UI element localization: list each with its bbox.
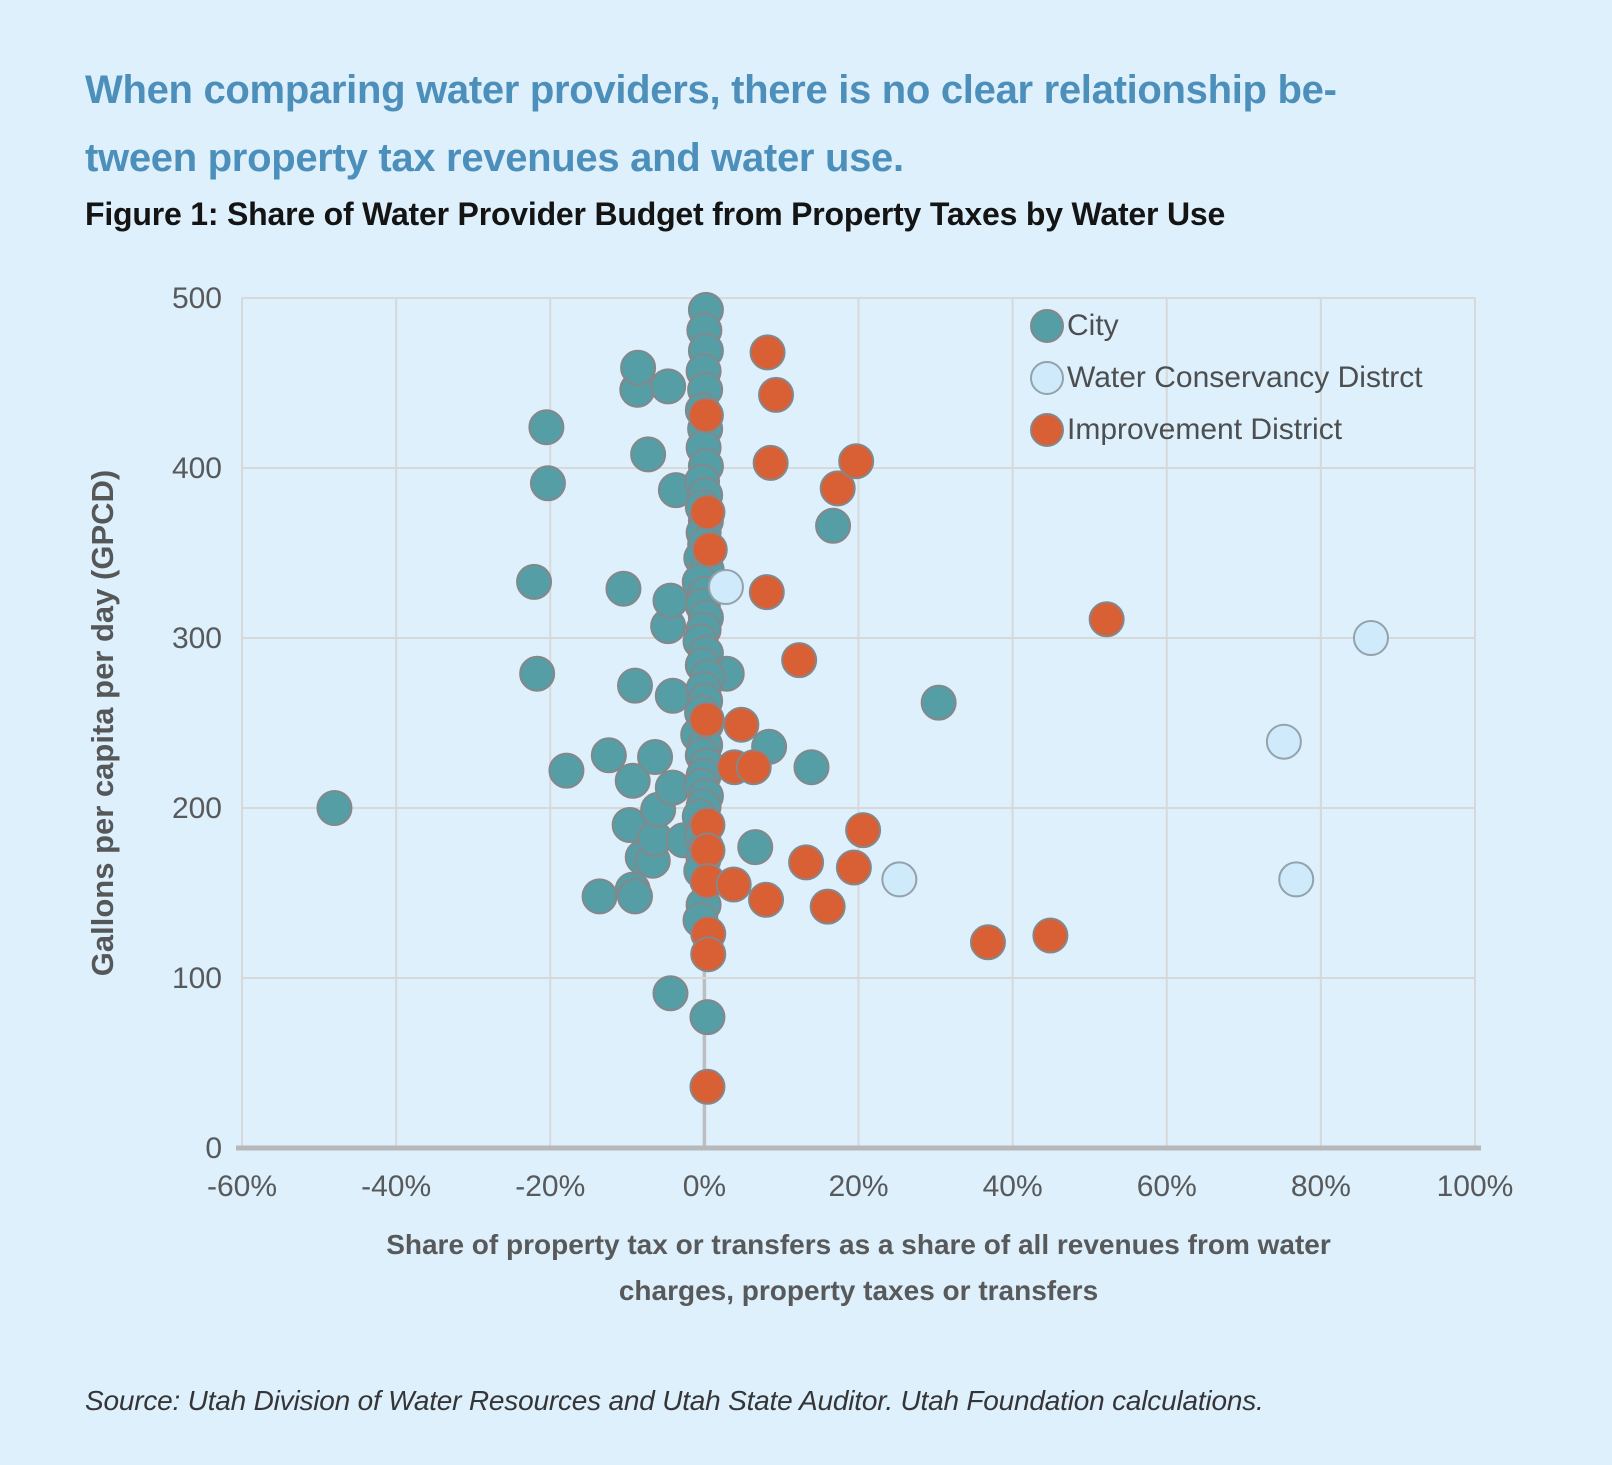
data-point-city: [529, 465, 566, 502]
data-point-improvement-district: [723, 706, 760, 743]
source-note: Source: Utah Division of Water Resources…: [85, 1385, 1264, 1416]
data-point-improvement-district: [788, 844, 825, 881]
x-axis-title: Share of property tax or transfers as a …: [242, 1222, 1475, 1314]
x-axis-title-line2: charges, property taxes or transfers: [618, 1275, 1099, 1306]
data-point-city: [689, 999, 726, 1036]
data-point-improvement-district: [819, 470, 856, 507]
data-point-improvement-district: [748, 574, 785, 611]
water-conservancy-swatch-icon: [1030, 361, 1064, 395]
data-point-city: [528, 409, 565, 446]
data-point-improvement-district: [781, 642, 818, 679]
data-point-city: [920, 684, 957, 721]
data-point-city: [617, 667, 654, 704]
data-point-improvement-district: [1032, 917, 1069, 954]
data-point-city: [605, 570, 642, 607]
x-tick-label: -60%: [207, 1170, 277, 1203]
legend-label-water-conservancy: Water Conservancy Distrct: [1067, 361, 1423, 394]
data-point-city: [548, 752, 585, 789]
y-tick-label: 200: [172, 792, 222, 825]
data-point-city: [620, 349, 657, 386]
data-point-improvement-district: [969, 924, 1006, 961]
data-point-city: [650, 368, 687, 405]
data-point-improvement-district: [689, 832, 726, 869]
data-point-improvement-district: [749, 334, 786, 371]
data-point-city: [652, 582, 689, 619]
y-tick-label: 500: [172, 282, 222, 315]
x-tick-label: 80%: [1291, 1170, 1351, 1203]
data-point-water-conservancy-district: [1352, 620, 1389, 656]
data-point-city: [519, 655, 556, 692]
legend-item-improvement-district: Improvement District: [1030, 404, 1423, 456]
data-point-water-conservancy-district: [1278, 861, 1315, 898]
page-title-line2: tween property tax revenues and water us…: [85, 136, 904, 180]
chart-legend: City Water Conservancy Distrct Improveme…: [1030, 300, 1423, 456]
legend-item-city: City: [1030, 300, 1423, 352]
x-tick-label: -20%: [515, 1170, 585, 1203]
data-point-city: [516, 563, 553, 600]
data-point-improvement-district: [1088, 601, 1125, 638]
data-point-city: [316, 790, 353, 826]
x-tick-label: 60%: [1137, 1170, 1197, 1203]
legend-label-city: City: [1067, 309, 1119, 342]
figure-title: Figure 1: Share of Water Provider Budget…: [85, 196, 1226, 232]
x-tick-label: -40%: [361, 1170, 431, 1203]
data-point-improvement-district: [689, 494, 726, 531]
data-point-improvement-district: [687, 397, 724, 434]
legend-item-water-conservancy-district: Water Conservancy Distrct: [1030, 352, 1423, 404]
data-point-city: [614, 762, 651, 799]
y-tick-label: 300: [172, 622, 222, 655]
data-point-improvement-district: [809, 888, 846, 925]
city-swatch-icon: [1030, 309, 1064, 343]
y-tick-label: 0: [205, 1132, 222, 1165]
improvement-swatch-icon: [1030, 413, 1064, 447]
y-tick-label: 400: [172, 452, 222, 485]
data-point-city: [793, 749, 830, 786]
data-point-city: [654, 677, 691, 714]
x-tick-label: 20%: [828, 1170, 888, 1203]
data-point-city: [737, 829, 774, 866]
y-tick-label: 100: [172, 962, 222, 995]
data-point-city: [581, 878, 618, 915]
page-title: When comparing water providers, there is…: [85, 56, 1545, 192]
data-point-improvement-district: [748, 881, 785, 918]
data-point-improvement-district: [690, 936, 727, 973]
data-point-improvement-district: [838, 443, 875, 480]
data-point-water-conservancy-district: [707, 569, 744, 605]
data-point-improvement-district: [715, 866, 752, 903]
data-point-city: [590, 737, 627, 774]
data-point-water-conservancy-district: [881, 861, 918, 898]
data-point-improvement-district: [845, 812, 882, 849]
data-point-improvement-district: [691, 531, 728, 568]
data-point-improvement-district: [835, 849, 872, 886]
data-point-improvement-district: [689, 1068, 726, 1105]
data-point-city: [630, 436, 667, 473]
x-tick-label: 0%: [683, 1170, 726, 1203]
x-axis-title-line1: Share of property tax or transfers as a …: [386, 1229, 1331, 1260]
data-point-city: [637, 739, 674, 775]
data-point-city: [652, 975, 689, 1012]
x-tick-label: 100%: [1437, 1170, 1514, 1203]
y-axis-title: Gallons per capita per day (GPCD): [85, 469, 120, 977]
data-point-city: [617, 878, 654, 915]
data-point-water-conservancy-district: [1265, 723, 1302, 760]
page-title-line1: When comparing water providers, there is…: [85, 68, 1337, 112]
data-point-improvement-district: [752, 444, 789, 481]
legend-label-improvement: Improvement District: [1067, 413, 1343, 446]
data-point-improvement-district: [688, 701, 725, 738]
x-tick-label: 40%: [983, 1170, 1043, 1203]
data-point-improvement-district: [758, 376, 795, 413]
data-point-improvement-district: [735, 749, 772, 786]
data-point-city: [815, 507, 852, 544]
